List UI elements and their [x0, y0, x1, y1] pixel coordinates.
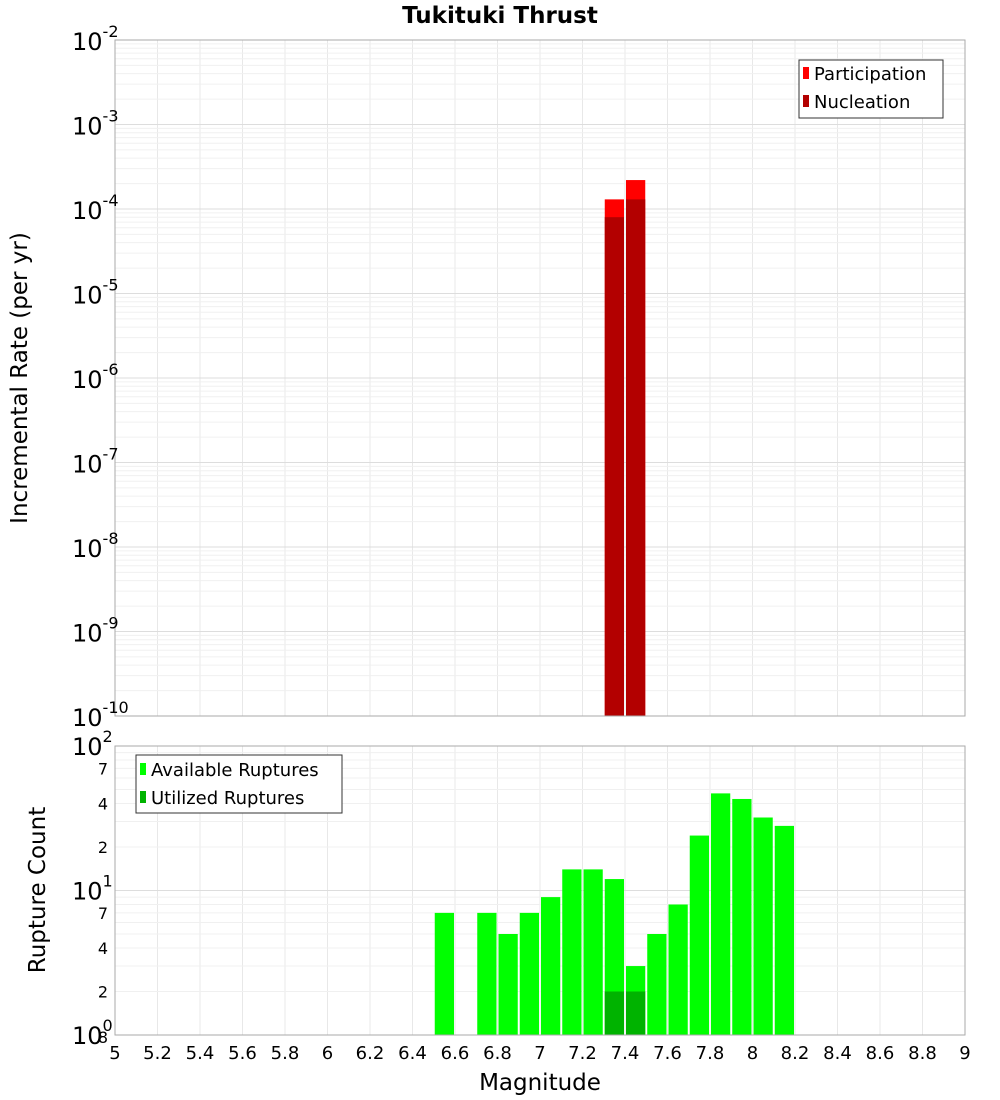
bottom-y-axis-title: Rupture Count — [25, 807, 51, 973]
bottom-plot-bars — [434, 793, 794, 1035]
top-plot-grid — [114, 40, 966, 717]
bar-available-ruptures-7.65 — [668, 904, 688, 1035]
x-tick-label: 8.4 — [823, 1043, 852, 1064]
legend-utilized-label: Utilized Ruptures — [151, 788, 304, 809]
bottom-legend: Available Ruptures Utilized Ruptures — [135, 754, 343, 814]
y-minor-tick-label: 7 — [98, 759, 108, 778]
legend-nucleation-label: Nucleation — [814, 92, 910, 113]
bar-utilized-ruptures-7.35 — [604, 991, 624, 1035]
bar-nucleation-7.45 — [626, 199, 646, 717]
top-y-axis-title: Incremental Rate (per yr) — [7, 232, 33, 524]
x-tick-label: 5.6 — [228, 1043, 257, 1064]
y-major-tick-label: 100 — [72, 1016, 113, 1050]
x-tick-label: 6.4 — [398, 1043, 427, 1064]
y-minor-tick-label: 4 — [98, 795, 108, 814]
x-tick-label: 6.6 — [441, 1043, 470, 1064]
bar-available-ruptures-6.55 — [434, 912, 454, 1035]
y-minor-tick-label: 8 — [98, 1028, 108, 1047]
bar-available-ruptures-7.15 — [562, 869, 582, 1035]
bar-available-ruptures-7.95 — [732, 798, 752, 1035]
bar-available-ruptures-7.55 — [647, 933, 667, 1035]
bar-available-ruptures-8.15 — [774, 825, 794, 1035]
y-tick-label: 10-7 — [72, 445, 119, 479]
y-tick-label: 10-6 — [72, 360, 119, 394]
bottom-plot-area — [114, 745, 966, 1036]
x-tick-label: 6 — [322, 1043, 333, 1064]
y-minor-tick-label: 2 — [98, 983, 108, 1002]
bar-available-ruptures-7.85 — [711, 793, 731, 1035]
legend-participation-label: Participation — [814, 64, 926, 85]
y-major-tick-label: 102 — [72, 727, 113, 761]
y-minor-tick-label: 7 — [98, 904, 108, 923]
bar-available-ruptures-7.25 — [583, 869, 603, 1035]
x-tick-label: 7.8 — [696, 1043, 725, 1064]
top-y-tick-labels: 10-2 10-3 10-4 10-5 10-6 10-7 10-8 10-9 10-10 — [72, 22, 129, 732]
x-tick-label: 5 — [109, 1043, 120, 1064]
bar-available-ruptures-8.05 — [753, 817, 773, 1035]
x-axis-title: Magnitude — [479, 1070, 601, 1096]
bar-utilized-ruptures-7.45 — [626, 991, 646, 1035]
legend-participation-swatch — [803, 67, 809, 79]
y-tick-label: 10-10 — [72, 698, 129, 732]
bar-available-ruptures-7.75 — [689, 835, 709, 1035]
legend-nucleation-swatch — [803, 95, 809, 107]
x-tick-label: 9 — [959, 1043, 970, 1064]
x-tick-label: 8.6 — [866, 1043, 895, 1064]
x-tick-label: 7 — [534, 1043, 545, 1064]
top-plot-bars — [604, 180, 646, 717]
bar-nucleation-7.35 — [604, 217, 624, 716]
top-plot-area — [114, 39, 966, 717]
y-major-tick-label: 101 — [72, 872, 113, 906]
x-tick-label: 7.2 — [568, 1043, 597, 1064]
x-tick-label: 8.8 — [908, 1043, 937, 1064]
x-tick-label: 5.2 — [143, 1043, 172, 1064]
y-minor-tick-label: 2 — [98, 838, 108, 857]
x-tick-label: 7.4 — [611, 1043, 640, 1064]
bar-available-ruptures-6.95 — [519, 912, 539, 1035]
x-tick-label: 6.8 — [483, 1043, 512, 1064]
x-tick-label: 8 — [747, 1043, 758, 1064]
top-legend: Participation Nucleation — [798, 59, 944, 119]
chart-title: Tukituki Thrust — [402, 3, 598, 29]
x-tick-label: 5.4 — [186, 1043, 215, 1064]
y-tick-label: 10-9 — [72, 614, 119, 648]
bar-available-ruptures-7.05 — [541, 897, 561, 1035]
y-tick-label: 10-5 — [72, 276, 119, 310]
x-tick-labels: 5 5.2 5.4 5.6 5.8 6 6.2 6.4 6.6 6.8 7 7.2 7.4 7.6 7.8 8… — [109, 1043, 970, 1064]
legend-available-swatch — [140, 763, 146, 775]
bar-available-ruptures-6.75 — [477, 912, 497, 1035]
y-tick-label: 10-3 — [72, 107, 119, 141]
y-tick-label: 10-2 — [72, 22, 119, 56]
x-tick-label: 7.6 — [653, 1043, 682, 1064]
y-tick-label: 10-8 — [72, 529, 119, 563]
x-tick-label: 5.8 — [271, 1043, 300, 1064]
bar-available-ruptures-6.85 — [498, 933, 518, 1035]
legend-utilized-swatch — [140, 791, 146, 803]
x-tick-label: 8.2 — [781, 1043, 810, 1064]
y-minor-tick-label: 4 — [98, 939, 108, 958]
y-tick-label: 10-4 — [72, 191, 119, 225]
bottom-y-tick-labels: 102 101 100 7 4 2 7 4 2 8 — [72, 727, 113, 1050]
x-tick-label: 6.2 — [356, 1043, 385, 1064]
legend-available-label: Available Ruptures — [151, 760, 319, 781]
